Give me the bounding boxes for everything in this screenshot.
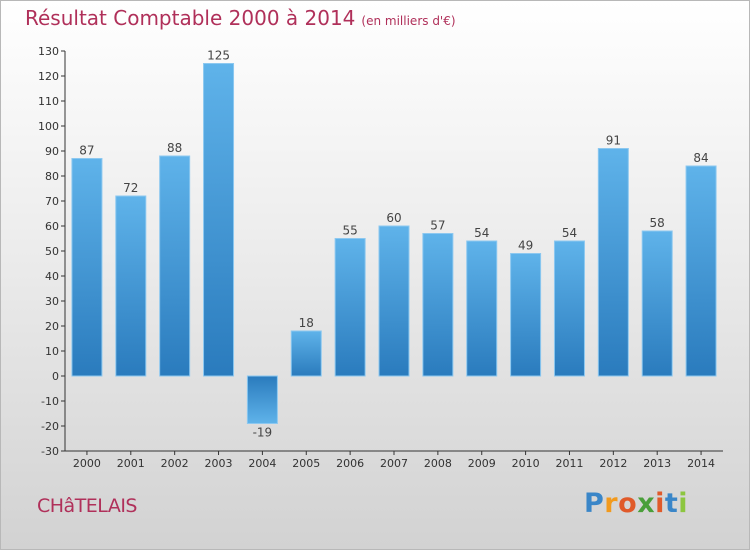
y-tick-label: -30 <box>41 445 59 458</box>
value-label-2013: 58 <box>650 216 665 230</box>
x-tick-label-2009: 2009 <box>468 457 496 470</box>
value-label-2004: -19 <box>253 426 273 440</box>
commune-name: CHâTELAIS <box>37 495 138 517</box>
x-tick-label-2004: 2004 <box>248 457 276 470</box>
y-tick-label: 120 <box>38 70 59 83</box>
x-tick-label-2014: 2014 <box>687 457 715 470</box>
y-tick-label: 80 <box>45 170 59 183</box>
value-label-2005: 18 <box>299 316 314 330</box>
bar-2001 <box>115 195 147 377</box>
x-tick-label-2007: 2007 <box>380 457 408 470</box>
bar-2011 <box>553 240 585 377</box>
value-label-2007: 60 <box>386 211 401 225</box>
x-tick-label-2010: 2010 <box>512 457 540 470</box>
y-tick-label: 40 <box>45 270 59 283</box>
x-tick-label-2013: 2013 <box>643 457 671 470</box>
y-tick-label: 130 <box>38 45 59 58</box>
value-label-2008: 57 <box>430 219 445 233</box>
chart-title: Résultat Comptable 2000 à 2014 (en millie… <box>25 6 456 30</box>
chart-title-main: Résultat Comptable 2000 à 2014 <box>25 6 356 30</box>
bar-2008 <box>422 233 454 377</box>
value-label-2006: 55 <box>342 224 357 238</box>
logo-letter: i <box>655 488 665 519</box>
bar-2013 <box>641 230 673 377</box>
y-tick-label: 60 <box>45 220 59 233</box>
value-label-2011: 54 <box>562 226 577 240</box>
x-tick-label-2001: 2001 <box>117 457 145 470</box>
bar-2006 <box>334 238 366 377</box>
logo-letter: r <box>604 488 619 519</box>
x-tick-label-2003: 2003 <box>205 457 233 470</box>
value-label-2002: 88 <box>167 141 182 155</box>
bar-2000 <box>71 158 103 377</box>
y-tick-label: 50 <box>45 245 59 258</box>
x-tick-label-2005: 2005 <box>292 457 320 470</box>
value-label-2003: 125 <box>207 49 230 63</box>
x-tick-label-2012: 2012 <box>599 457 627 470</box>
y-tick-label: 0 <box>52 370 59 383</box>
value-label-2014: 84 <box>693 151 708 165</box>
logo-letter: P <box>584 488 605 519</box>
bar-2007 <box>378 225 410 377</box>
x-tick-label-2002: 2002 <box>161 457 189 470</box>
y-tick-label: 20 <box>45 320 59 333</box>
x-tick-label-2008: 2008 <box>424 457 452 470</box>
y-tick-label: 100 <box>38 120 59 133</box>
logo-letter: o <box>618 488 638 519</box>
bar-2009 <box>466 240 498 377</box>
bar-2010 <box>510 253 542 377</box>
chart-title-unit: (en milliers d'€) <box>361 14 456 28</box>
bar-2003 <box>203 63 235 377</box>
bar-2004 <box>246 375 278 424</box>
bar-2012 <box>597 148 629 377</box>
logo-letter: i <box>678 488 689 519</box>
proxiti-logo: Proxiti <box>584 488 688 519</box>
x-tick-label-2006: 2006 <box>336 457 364 470</box>
y-tick-label: 70 <box>45 195 59 208</box>
x-tick-label-2000: 2000 <box>73 457 101 470</box>
value-label-2001: 72 <box>123 181 138 195</box>
y-tick-label: 10 <box>45 345 59 358</box>
y-tick-label: -20 <box>41 420 59 433</box>
bar-2014 <box>685 165 717 377</box>
y-tick-label: -10 <box>41 395 59 408</box>
value-label-2010: 49 <box>518 239 533 253</box>
x-tick-label-2011: 2011 <box>555 457 583 470</box>
value-label-2000: 87 <box>79 144 94 158</box>
logo-letter: t <box>664 488 679 519</box>
value-label-2012: 91 <box>606 134 621 148</box>
bar-2002 <box>159 155 191 377</box>
y-tick-label: 90 <box>45 145 59 158</box>
y-tick-label: 30 <box>45 295 59 308</box>
y-tick-label: 110 <box>38 95 59 108</box>
logo-letter: x <box>637 488 656 519</box>
bar-2005 <box>290 330 322 377</box>
value-label-2009: 54 <box>474 226 489 240</box>
